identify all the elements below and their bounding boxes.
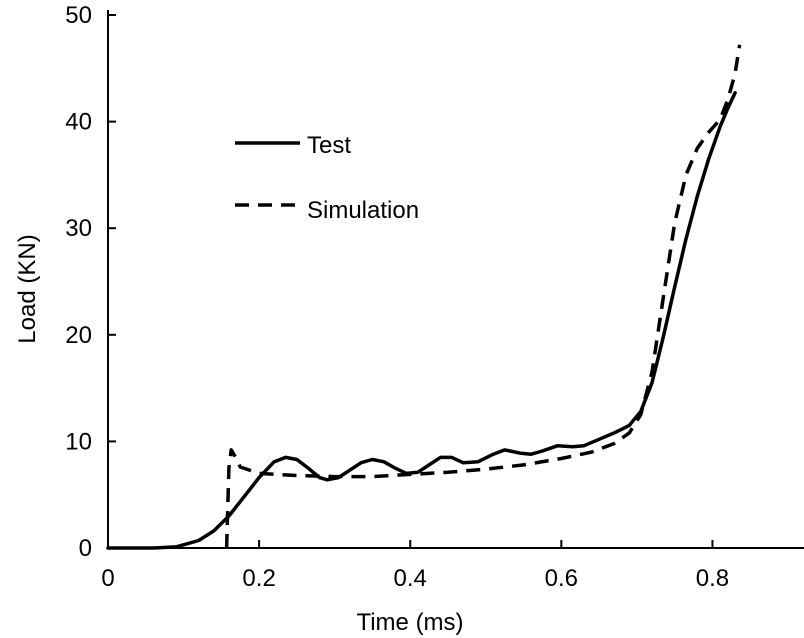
x-tick-label: 0.8 (696, 565, 729, 592)
legend-label-test: Test (307, 132, 351, 159)
y-tick-label: 40 (65, 109, 92, 136)
series-line-simulation (224, 44, 742, 549)
y-tick-label: 50 (65, 2, 92, 29)
x-ticks: 0 0.2 0.4 0.6 0.8 (101, 540, 729, 592)
y-tick-label: 20 (65, 322, 92, 349)
y-tick-label: 0 (79, 535, 92, 562)
x-tick-label: 0 (101, 565, 114, 592)
legend: Test Simulation (235, 132, 419, 224)
y-axis-title: Load (KN) (14, 234, 41, 343)
y-tick-label: 30 (65, 215, 92, 242)
y-tick-label: 10 (65, 428, 92, 455)
series-line-test (106, 91, 737, 550)
x-tick-label: 0.6 (545, 565, 578, 592)
axes (107, 10, 804, 549)
x-tick-label: 0.2 (242, 565, 275, 592)
x-tick-label: 0.4 (394, 565, 427, 592)
x-axis-title: Time (ms) (356, 609, 463, 636)
series-layer (106, 44, 742, 550)
y-ticks: 0 10 20 30 40 50 (65, 2, 116, 562)
legend-label-simulation: Simulation (307, 197, 419, 224)
